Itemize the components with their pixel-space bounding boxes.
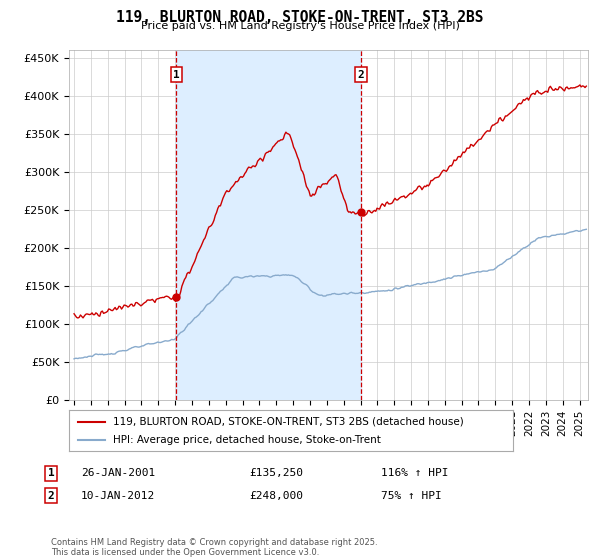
Text: 119, BLURTON ROAD, STOKE-ON-TRENT, ST3 2BS: 119, BLURTON ROAD, STOKE-ON-TRENT, ST3 2… [116,10,484,25]
Text: 119, BLURTON ROAD, STOKE-ON-TRENT, ST3 2BS (detached house): 119, BLURTON ROAD, STOKE-ON-TRENT, ST3 2… [113,417,464,427]
Text: HPI: Average price, detached house, Stoke-on-Trent: HPI: Average price, detached house, Stok… [113,435,381,445]
Text: Contains HM Land Registry data © Crown copyright and database right 2025.
This d: Contains HM Land Registry data © Crown c… [51,538,377,557]
Text: £135,250: £135,250 [249,468,303,478]
Text: 2: 2 [47,491,55,501]
Text: 75% ↑ HPI: 75% ↑ HPI [381,491,442,501]
Text: 10-JAN-2012: 10-JAN-2012 [81,491,155,501]
Text: 1: 1 [47,468,55,478]
Text: £248,000: £248,000 [249,491,303,501]
Text: 1: 1 [173,70,180,80]
Text: 26-JAN-2001: 26-JAN-2001 [81,468,155,478]
Text: Price paid vs. HM Land Registry's House Price Index (HPI): Price paid vs. HM Land Registry's House … [140,21,460,31]
Bar [176,50,361,400]
Text: 2: 2 [358,70,364,80]
Text: 116% ↑ HPI: 116% ↑ HPI [381,468,449,478]
